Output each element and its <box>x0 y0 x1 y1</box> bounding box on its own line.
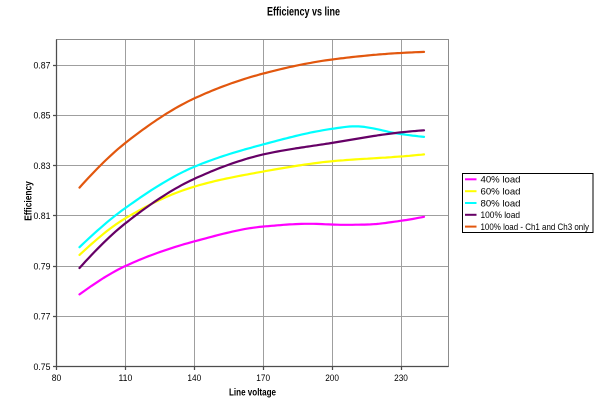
svg-text:0.75: 0.75 <box>34 362 51 373</box>
svg-text:Efficiency: Efficiency <box>24 181 35 221</box>
svg-text:0.87: 0.87 <box>34 60 51 71</box>
svg-text:0.79: 0.79 <box>34 261 51 272</box>
svg-text:0.83: 0.83 <box>34 161 51 172</box>
svg-text:140: 140 <box>187 373 201 384</box>
svg-text:0.85: 0.85 <box>34 111 51 122</box>
svg-text:0.77: 0.77 <box>34 312 51 323</box>
svg-text:230: 230 <box>394 373 408 384</box>
svg-text:Efficiency vs line: Efficiency vs line <box>267 7 340 19</box>
svg-text:60% load: 60% load <box>481 187 521 198</box>
svg-text:0.81: 0.81 <box>34 211 51 222</box>
svg-text:170: 170 <box>256 373 270 384</box>
svg-text:80% load: 80% load <box>481 198 521 209</box>
svg-text:100% load: 100% load <box>481 210 521 221</box>
svg-text:80: 80 <box>52 373 62 384</box>
svg-text:100% load - Ch1 and Ch3 only: 100% load - Ch1 and Ch3 only <box>481 222 590 233</box>
svg-text:200: 200 <box>325 373 339 384</box>
svg-text:Line voltage: Line voltage <box>229 388 276 399</box>
svg-text:40% load: 40% load <box>481 175 521 186</box>
svg-text:110: 110 <box>119 373 133 384</box>
